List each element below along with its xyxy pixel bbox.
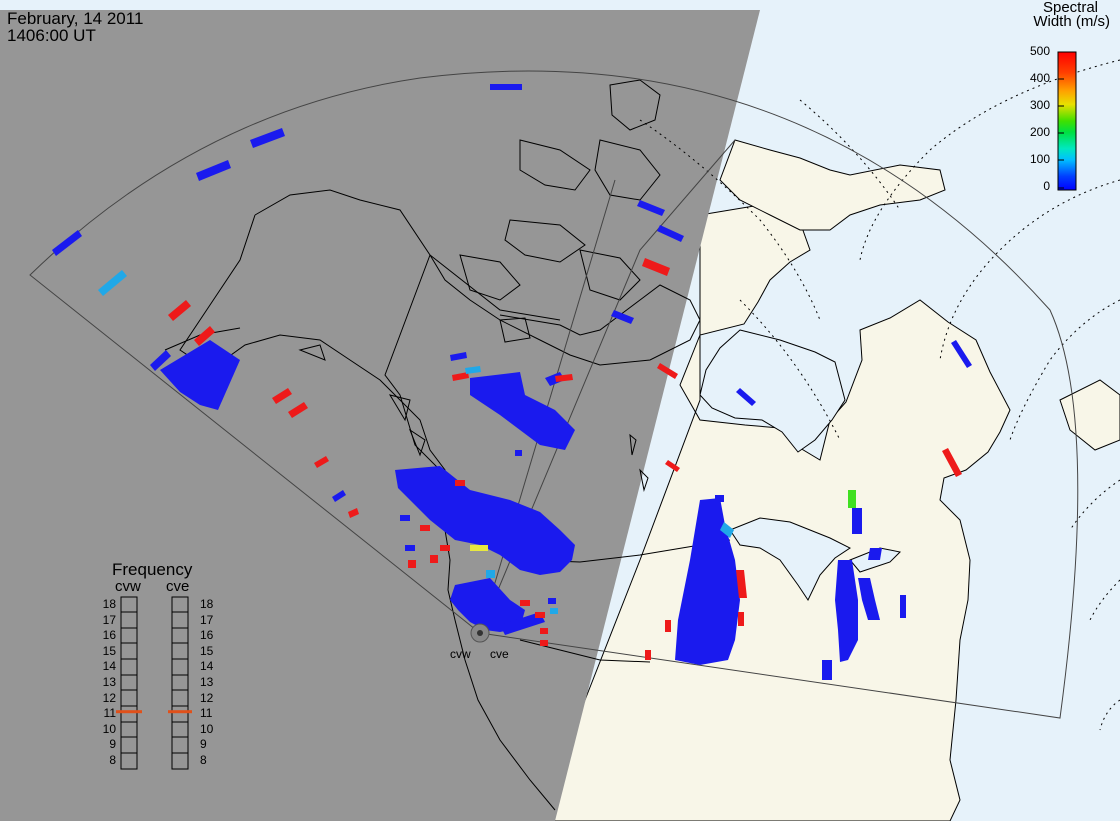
colorbar-tick: 200: [1029, 125, 1050, 139]
graticule: [639, 59, 1120, 731]
frequency-panel-boxes: [120, 596, 189, 770]
frequency-scale-label: 13: [102, 675, 116, 689]
frequency-scale-label: 8: [109, 753, 116, 767]
colorbar-tick: 300: [1029, 98, 1050, 112]
frequency-scale-label: 18: [200, 597, 214, 611]
colorbar-tick: 0: [1043, 179, 1050, 193]
baffin-island-day: [719, 139, 946, 231]
great-lakes: [729, 517, 851, 602]
frequency-scale-label: 17: [200, 612, 214, 627]
frequency-scale-label: 12: [200, 690, 214, 705]
land-day-mainland: [539, 204, 1011, 821]
colorbar-tick: 500: [1029, 44, 1050, 58]
map-date: February, 14 2011: [7, 9, 144, 28]
frequency-scale-label: 15: [200, 643, 214, 658]
colorbar-tick: 100: [1029, 152, 1050, 166]
frequency-scale-label: 13: [200, 675, 214, 689]
hudson-bay: [699, 329, 846, 453]
colorbar-title-line1: Spectral: [1042, 0, 1098, 16]
frequency-column-label: cvw: [115, 578, 141, 595]
frequency-scale-label: 12: [102, 690, 116, 705]
colorbar-tick: 400: [1029, 71, 1050, 85]
newfoundland: [1059, 379, 1120, 451]
frequency-scale-label: 9: [109, 737, 116, 752]
frequency-scale-label: 14: [102, 659, 116, 674]
radar-label: cvw: [450, 647, 471, 661]
frequency-scale-label: 11: [200, 706, 213, 721]
colorbar-title-line2: Width (m/s): [1033, 13, 1110, 30]
frequency-title: Frequency: [112, 560, 193, 579]
radar-label: cve: [490, 647, 509, 661]
cvw-frequency-marker: [116, 710, 142, 714]
radar-sites: [470, 623, 490, 643]
frequency-scale-label: 16: [200, 628, 214, 643]
frequency-column-label: cve: [166, 578, 190, 595]
frequency-scale-label: 8: [200, 753, 207, 767]
frequency-scale-label: 10: [102, 721, 116, 736]
frequency-scale-label: 16: [102, 628, 116, 643]
frequency-scale-label: 18: [102, 597, 116, 611]
map-time: 1406:00 UT: [7, 26, 96, 45]
night-region: [0, 10, 760, 821]
cve-frequency-marker: [168, 710, 192, 714]
night-coastlines: [164, 79, 701, 811]
frequency-scale-label: 11: [103, 706, 116, 721]
colorbar: [1057, 51, 1077, 191]
frequency-scale-label: 17: [102, 612, 116, 627]
scatter-echoes: [52, 84, 972, 680]
frequency-scale-label: 9: [200, 737, 207, 752]
frequency-scale-label: 15: [102, 643, 116, 658]
frequency-scale-label: 10: [200, 721, 214, 736]
frequency-scale-label: 14: [200, 659, 214, 674]
